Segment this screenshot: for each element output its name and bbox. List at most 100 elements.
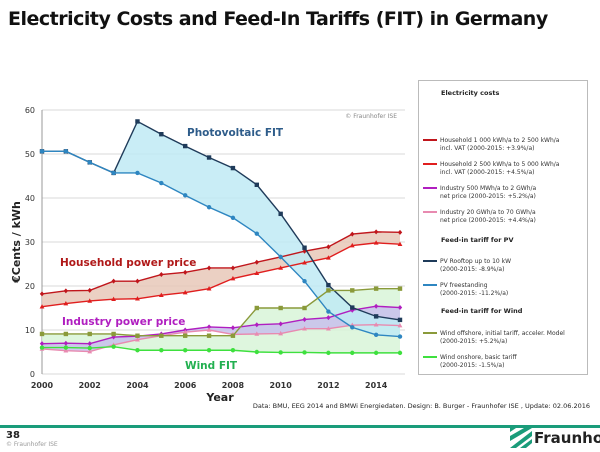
- data-point: [206, 327, 212, 332]
- data-point: [230, 215, 236, 220]
- data-point: [278, 254, 283, 260]
- data-point: [159, 132, 164, 137]
- data-point: [39, 291, 45, 297]
- legend-swatch: [423, 138, 437, 141]
- data-point: [397, 286, 403, 291]
- legend-sublabel: (2000-2015: +5.2%/a): [440, 338, 508, 345]
- data-point: [373, 332, 379, 338]
- line-chart: 0 10 20 30 40 50 60 2000 2002 2004 2006 2008 2010 201…: [10, 106, 405, 404]
- data-point: [254, 182, 259, 187]
- data-point: [397, 241, 403, 246]
- legend-label: Household 2 500 kWh/a to 5 000 kWh/a: [440, 161, 560, 168]
- data-point: [135, 119, 140, 124]
- legend-sublabel: incl. VAT (2000-2015: +3.9%/a): [440, 145, 535, 152]
- legend-sublabel: (2000-2015: -8.9%/a): [440, 266, 505, 273]
- data-point: [87, 331, 92, 337]
- data-point: [159, 180, 164, 186]
- series-line: [42, 346, 400, 354]
- legend-sublabel: (2000-2015: -1.5%/a): [440, 362, 505, 369]
- data-point: [278, 265, 284, 270]
- data-point: [87, 287, 92, 293]
- data-point: [350, 305, 355, 310]
- data-point: [230, 325, 236, 331]
- data-point: [373, 286, 379, 291]
- data-point: [373, 229, 379, 235]
- annotation-label: Wind FIT: [185, 360, 238, 372]
- legend-group-header: Feed-in tariff for PV: [441, 236, 514, 244]
- data-point: [254, 322, 259, 328]
- data-point: [206, 348, 212, 353]
- data-point: [302, 260, 307, 265]
- legend-swatch: [423, 210, 437, 213]
- legend-sublabel: net price (2000-2015: +4.4%/a): [440, 217, 536, 224]
- data-point: [254, 331, 260, 336]
- data-point: [326, 282, 331, 288]
- data-point: [206, 286, 212, 291]
- source-note: Data: BMU, EEG 2014 and BMWi Energiedate…: [252, 402, 590, 410]
- series-line: [41, 324, 401, 353]
- data-point: [87, 341, 92, 347]
- data-point: [302, 245, 307, 250]
- data-point: [158, 292, 164, 298]
- data-point: [373, 314, 379, 319]
- data-point: [87, 348, 93, 354]
- data-point: [254, 231, 259, 236]
- legend: Electricity costs Feed-in tariff for PV Fe…: [418, 80, 588, 375]
- x-tick-label: 2002: [79, 381, 101, 390]
- data-point: [254, 349, 259, 355]
- data-point: [302, 278, 307, 284]
- pv-fit-band: [42, 121, 400, 337]
- fraunhofer-logo: Fraunhofer: [510, 428, 600, 448]
- legend-sublabel: (2000-2015: -11.2%/a): [440, 290, 509, 297]
- data-point: [302, 316, 307, 322]
- data-point: [302, 326, 307, 331]
- data-point: [111, 344, 116, 349]
- data-point: [350, 325, 355, 330]
- data-point: [63, 149, 69, 154]
- legend-item: PV Rooftop up to 10 kW (2000-2015: -8.9%/…: [423, 258, 511, 274]
- y-tick-label: 60: [25, 106, 35, 115]
- annotation-label: Photovoltaic FIT: [187, 127, 284, 139]
- data-point: [87, 160, 92, 165]
- data-point: [397, 350, 403, 356]
- data-point: [326, 350, 331, 356]
- data-point: [278, 211, 283, 217]
- data-point: [278, 321, 283, 327]
- data-point: [350, 350, 355, 356]
- data-point: [326, 288, 331, 293]
- logo-text: Fraunhofer: [534, 429, 600, 447]
- data-point: [206, 265, 212, 271]
- industry-price-band: [42, 306, 400, 352]
- data-point: [206, 155, 212, 160]
- legend-swatch: [423, 162, 437, 165]
- data-point: [206, 333, 212, 338]
- data-point: [87, 298, 93, 303]
- logo-mark-icon: [510, 428, 532, 448]
- x-tick-label: 2000: [31, 381, 54, 390]
- page-title: Electricity Costs and Feed-In Tariffs (F…: [8, 8, 548, 30]
- data-point: [87, 345, 92, 351]
- data-point: [183, 348, 188, 353]
- annotation-label: Household power price: [60, 257, 196, 269]
- data-point: [182, 290, 188, 295]
- data-point: [111, 331, 116, 337]
- data-point: [350, 231, 355, 237]
- legend-swatch: [423, 259, 437, 262]
- legend-item: Wind onshore, basic tariff (2000-2015: -1…: [423, 354, 517, 370]
- legend-label: Household 1 000 kWh/a to 2 500 kWh/a: [440, 137, 560, 144]
- data-point: [373, 240, 379, 245]
- legend-item: Industry 500 MWh/a to 2 GWh/a net price (…: [423, 185, 536, 201]
- data-point: [206, 324, 212, 330]
- data-point: [135, 278, 140, 284]
- x-tick-label: 2006: [174, 381, 197, 390]
- y-tick-label: 40: [25, 194, 35, 203]
- series-line: [42, 287, 400, 337]
- data-point: [39, 304, 45, 309]
- legend-item: PV freestanding (2000-2015: -11.2%/a): [423, 282, 508, 298]
- data-point: [63, 301, 69, 306]
- y-tick-label: 10: [25, 326, 35, 335]
- data-point: [326, 244, 331, 250]
- data-point: [39, 345, 45, 350]
- data-point: [63, 345, 69, 350]
- data-point: [278, 330, 284, 336]
